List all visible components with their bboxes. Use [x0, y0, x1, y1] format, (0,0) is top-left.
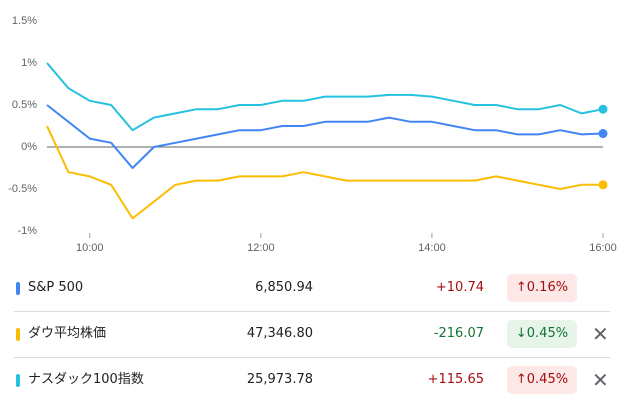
name: ダウ平均株価: [28, 326, 107, 341]
x-tick-label: 16:00: [589, 242, 617, 254]
x-tick-label: 12:00: [247, 242, 275, 254]
price: 25,973.78: [246, 372, 313, 387]
percent: ↓0.45%: [507, 320, 577, 348]
y-tick-label: -1%: [17, 225, 37, 237]
marker: [16, 282, 20, 295]
series-line: [46, 125, 603, 220]
marker: [16, 374, 20, 387]
end-point: [598, 180, 608, 190]
row[interactable]: ナスダック100指数 25,973.78 +115.65 ↑0.45% ✕: [0, 357, 624, 403]
name: S&P 500: [28, 280, 84, 295]
change: +115.65: [427, 372, 484, 387]
series-line: [46, 104, 604, 169]
marker: [16, 328, 20, 341]
row[interactable]: ダウ平均株価 47,346.80 -216.07 ↓0.45% ✕: [0, 311, 624, 357]
change: -216.07: [433, 326, 484, 341]
series-line: [46, 62, 604, 132]
remove-button[interactable]: ✕: [592, 368, 609, 392]
end-point: [598, 104, 608, 114]
y-tick-label: -0.5%: [8, 183, 37, 195]
separator: [14, 311, 610, 312]
change: +10.74: [435, 280, 484, 295]
price: 6,850.94: [255, 280, 313, 295]
y-tick-label: 0.5%: [12, 99, 37, 111]
name: ナスダック100指数: [28, 372, 144, 387]
price: 47,346.80: [246, 326, 313, 341]
x-tick-label: 10:00: [76, 242, 104, 254]
chart: 1.5% 1% 0.5% 0% -0.5% -1% 10:00 12:00 14:00 16:00: [8, 15, 617, 254]
separator: [14, 357, 610, 358]
end-point: [598, 129, 608, 139]
row[interactable]: S&P 500 6,850.94 +10.74 ↑0.16%: [0, 265, 624, 311]
y-tick-label: 1%: [21, 57, 37, 69]
y-tick-label: 1.5%: [12, 15, 37, 27]
percent: ↑0.45%: [507, 366, 577, 394]
y-tick-label: 0%: [21, 141, 37, 153]
remove-button[interactable]: ✕: [592, 322, 609, 346]
percent: ↑0.16%: [507, 274, 577, 302]
x-tick-label: 14:00: [418, 242, 446, 254]
